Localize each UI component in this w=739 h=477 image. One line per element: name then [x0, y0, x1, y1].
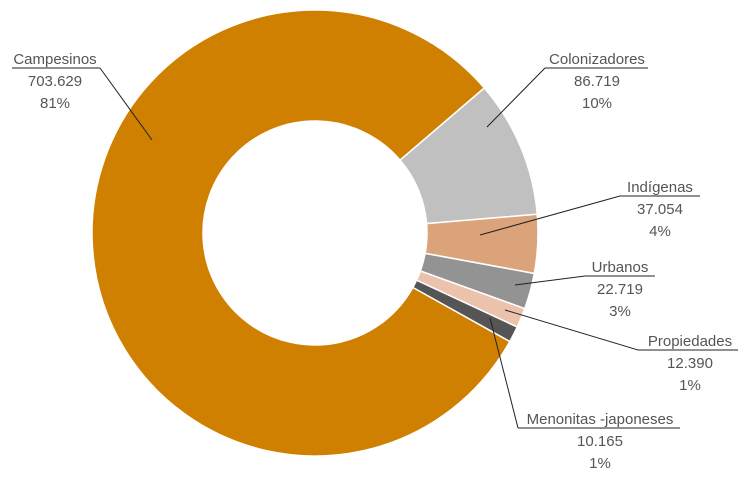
- value-label: 10.165: [577, 433, 623, 450]
- percent-label: 81%: [40, 95, 70, 112]
- percent-label: 4%: [649, 223, 671, 240]
- leader-line: [514, 275, 655, 286]
- category-label: Indígenas: [627, 179, 693, 196]
- category-label: Propiedades: [648, 333, 732, 350]
- slice: [91, 9, 511, 457]
- value-label: 12.390: [667, 355, 713, 372]
- value-label: 86.719: [574, 73, 620, 90]
- leader-line: [486, 67, 648, 128]
- value-label: 22.719: [597, 281, 643, 298]
- percent-label: 10%: [582, 95, 612, 112]
- leader-line: [504, 309, 738, 351]
- leader-line: [479, 195, 700, 236]
- category-label: Menonitas -japoneses: [527, 411, 674, 428]
- percent-label: 1%: [679, 377, 701, 394]
- percent-label: 1%: [589, 455, 611, 472]
- category-label: Colonizadores: [549, 51, 645, 68]
- category-label: Urbanos: [592, 259, 649, 276]
- value-label: 703.629: [28, 73, 82, 90]
- leader-line: [12, 67, 153, 141]
- category-label: Campesinos: [13, 51, 96, 68]
- percent-label: 3%: [609, 303, 631, 320]
- value-label: 37.054: [637, 201, 683, 218]
- leader-line: [489, 317, 680, 429]
